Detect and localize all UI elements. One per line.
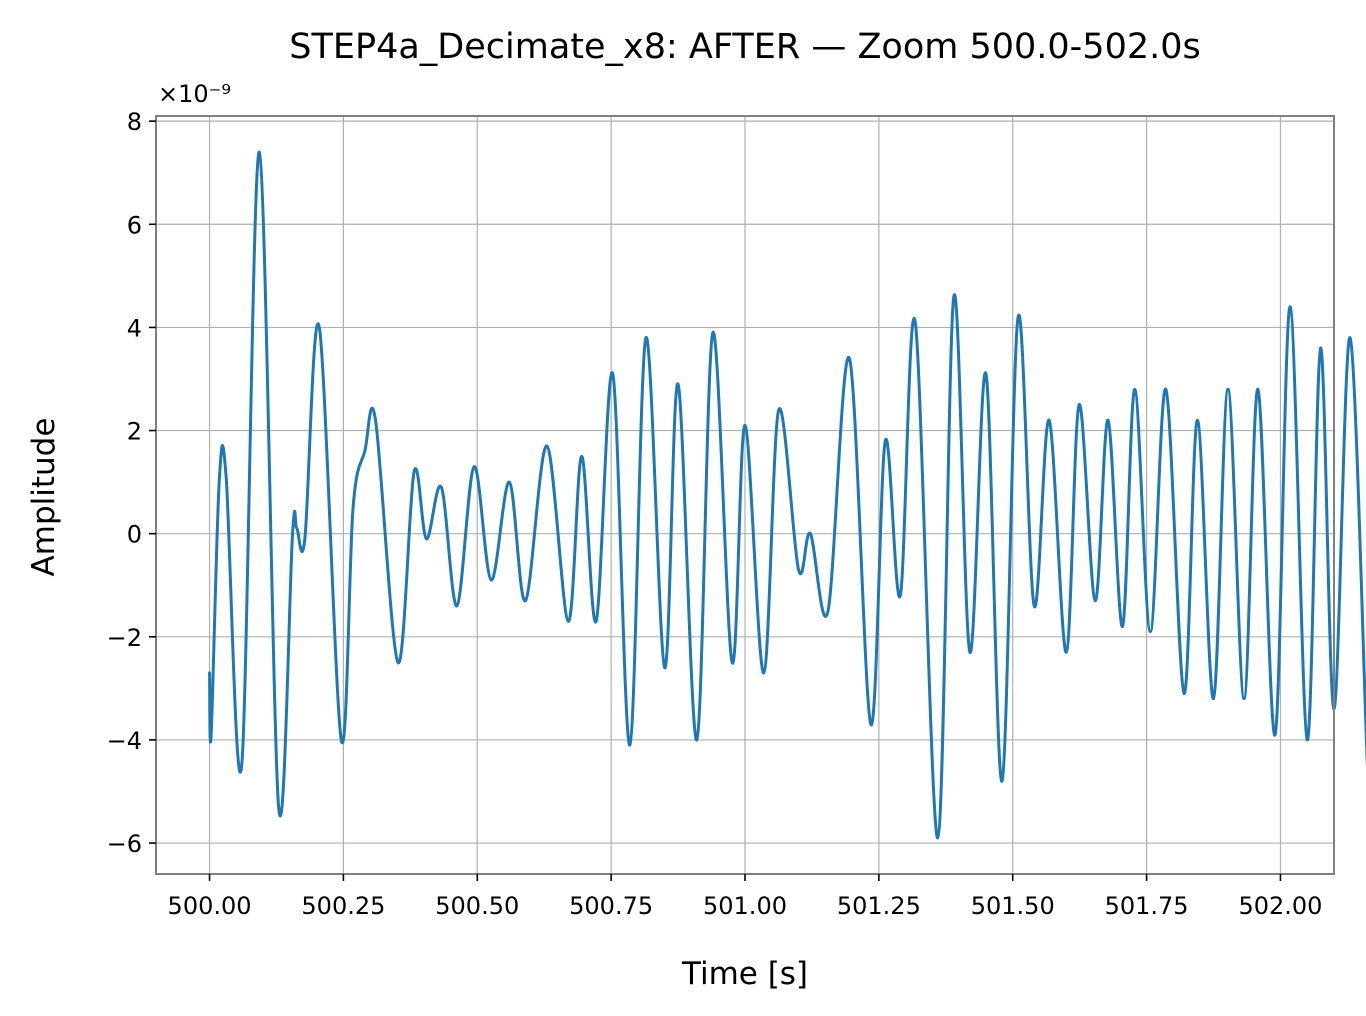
- y-tick-label: 6: [127, 211, 142, 239]
- chart-title: STEP4a_Decimate_x8: AFTER — Zoom 500.0-5…: [289, 27, 1201, 67]
- y-tick-label: 2: [127, 418, 142, 446]
- y-tick-label: 0: [127, 521, 142, 549]
- x-tick-label: 500.75: [569, 892, 653, 920]
- x-tick-label: 501.00: [703, 892, 787, 920]
- x-tick-label: 500.25: [301, 892, 385, 920]
- x-tick-label: 500.00: [168, 892, 252, 920]
- y-tick-label: 8: [127, 108, 142, 136]
- y-axis: −6 −4 −2 0 2 4 6 8: [107, 108, 156, 858]
- series-line-signal: [208, 150, 1366, 840]
- x-tick-label: 501.75: [1105, 892, 1189, 920]
- x-axis-label: Time [s]: [681, 956, 808, 992]
- x-tick-label: 501.25: [837, 892, 921, 920]
- x-tick-label: 500.50: [435, 892, 519, 920]
- y-tick-label: 4: [127, 314, 142, 342]
- y-tick-label: −6: [107, 830, 142, 858]
- y-scale-multiplier: ×10⁻⁹: [158, 80, 231, 108]
- x-tick-label: 501.50: [971, 892, 1055, 920]
- x-tick-label: 502.00: [1238, 892, 1322, 920]
- x-axis: 500.00 500.25 500.50 500.75 501.00 501.25 501.…: [168, 874, 1322, 920]
- y-tick-label: −2: [107, 624, 142, 652]
- series-layer: [208, 150, 1366, 840]
- y-axis-label: Amplitude: [26, 418, 62, 577]
- y-tick-label: −4: [107, 727, 142, 755]
